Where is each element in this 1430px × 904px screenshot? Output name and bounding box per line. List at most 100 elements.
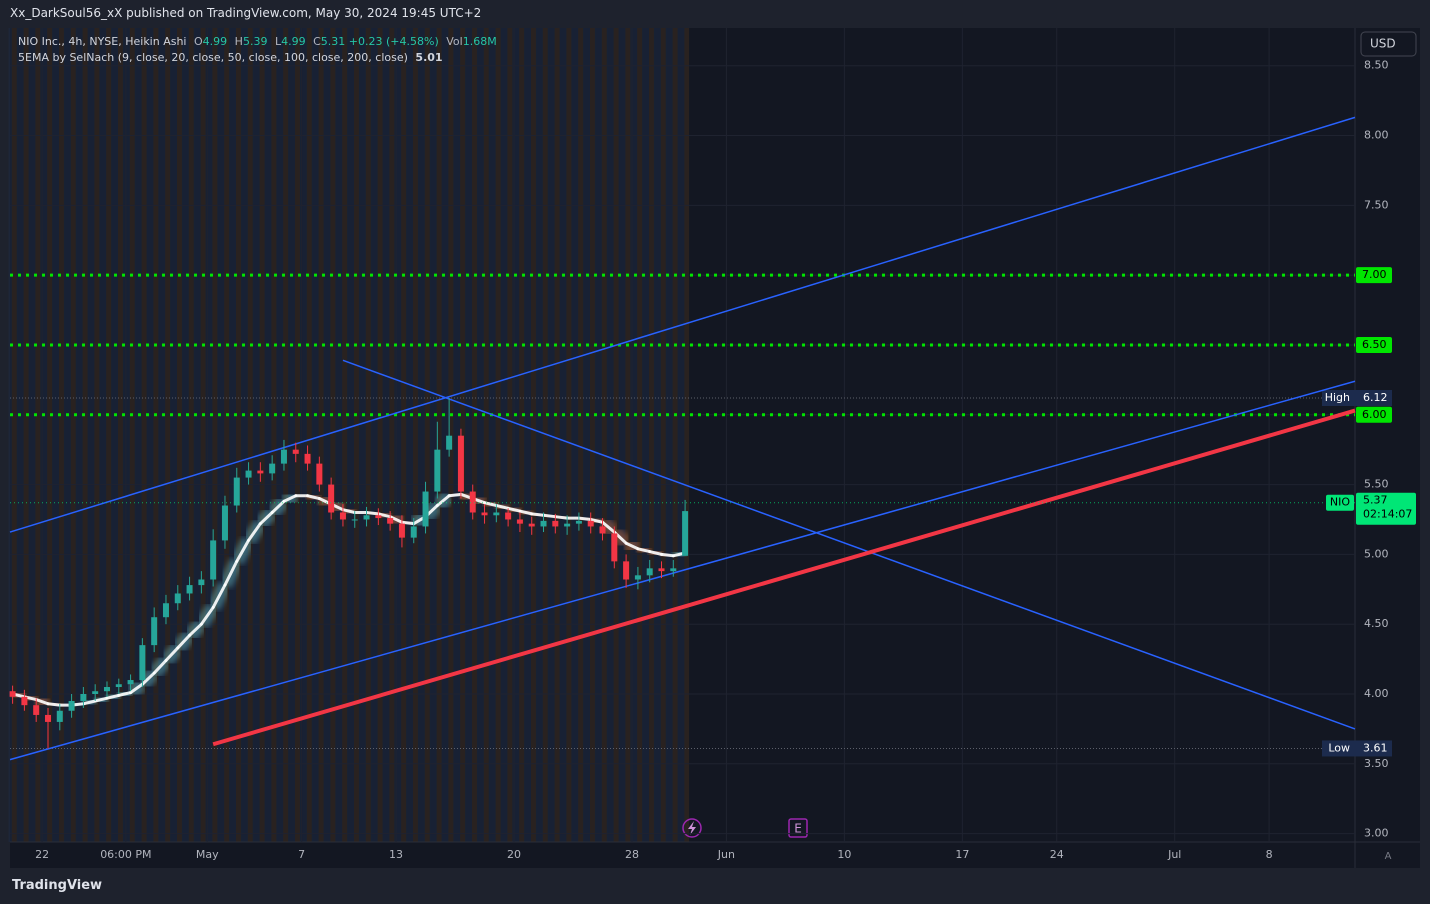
symbol: NIO Inc., 4h, NYSE, Heikin Ashi bbox=[18, 35, 187, 48]
ema-segment bbox=[589, 517, 605, 524]
legend-row: NIO Inc., 4h, NYSE, Heikin Ashi O4.99 H5… bbox=[18, 34, 497, 50]
dividend-icon[interactable] bbox=[682, 818, 702, 838]
ema-segment bbox=[258, 510, 274, 526]
auto-scale[interactable]: A bbox=[1385, 851, 1392, 862]
ema-segment bbox=[235, 538, 251, 563]
footer-logo: TradingView bbox=[12, 878, 103, 893]
l-value: 4.99 bbox=[281, 35, 306, 48]
extreme-value: 6.12 bbox=[1363, 391, 1388, 404]
candle-body bbox=[387, 518, 394, 524]
candle-body bbox=[292, 449, 299, 454]
extreme-tag bbox=[1322, 740, 1392, 757]
change: +0.23 (+4.58%) bbox=[348, 35, 439, 48]
y-tick-label: 7.50 bbox=[1364, 198, 1389, 211]
ema-segment bbox=[105, 693, 121, 700]
c-label: C bbox=[313, 35, 321, 48]
candle-body bbox=[363, 515, 370, 520]
x-tick-label: 10 bbox=[837, 848, 851, 861]
session-shading bbox=[8, 28, 690, 842]
trendline bbox=[9, 116, 1356, 533]
lightning bbox=[688, 821, 696, 835]
extreme-value: 3.61 bbox=[1363, 741, 1388, 754]
candle-body bbox=[587, 520, 594, 527]
candle-body bbox=[481, 512, 488, 516]
countdown: 02:14:07 bbox=[1363, 508, 1412, 521]
candle-body bbox=[434, 449, 441, 492]
extreme-name: High bbox=[1325, 391, 1350, 404]
indicator-value: 5.01 bbox=[415, 51, 443, 64]
level-label: 7.00 bbox=[1362, 268, 1387, 281]
ema-segment bbox=[365, 510, 380, 516]
currency-button[interactable] bbox=[1360, 31, 1417, 57]
y-tick-label: 5.50 bbox=[1364, 478, 1389, 491]
currency-label: USD bbox=[1370, 37, 1396, 51]
candle-body bbox=[233, 477, 240, 506]
x-tick-label: May bbox=[196, 848, 219, 861]
candle-body bbox=[210, 540, 217, 580]
ema-segment bbox=[518, 509, 534, 516]
extreme-tag bbox=[1322, 390, 1392, 406]
indicator: 5EMA by SelNach (9, close, 20, close, 50… bbox=[18, 51, 408, 64]
candle-body bbox=[269, 463, 276, 474]
candle-body bbox=[162, 603, 169, 618]
h-value: 5.39 bbox=[242, 35, 268, 48]
ema-segment bbox=[636, 547, 652, 554]
x-tick-label: 06:00 PM bbox=[100, 848, 151, 861]
candle-body bbox=[493, 512, 500, 516]
ema-segment bbox=[81, 699, 97, 706]
ema-segment bbox=[164, 646, 180, 662]
x-tick-label: 28 bbox=[625, 848, 639, 861]
ema-segment bbox=[223, 559, 239, 587]
ema-segment bbox=[659, 552, 675, 558]
candle-body bbox=[68, 700, 75, 711]
y-tick-label: 5.00 bbox=[1364, 547, 1389, 560]
candle-body bbox=[446, 435, 453, 450]
price-tag bbox=[1356, 492, 1416, 525]
y-tick-label: 4.00 bbox=[1364, 687, 1389, 700]
candle-body bbox=[198, 579, 205, 586]
ema-segment bbox=[376, 512, 392, 519]
ema-segment bbox=[648, 550, 663, 556]
candle-body bbox=[33, 705, 40, 715]
ema-segment bbox=[447, 492, 463, 498]
candle-body bbox=[351, 519, 358, 521]
x-tick-label: 7 bbox=[298, 848, 305, 861]
x-tick-label: 13 bbox=[389, 848, 403, 861]
candle-body bbox=[80, 694, 87, 701]
candle-body bbox=[658, 568, 665, 572]
ema-segment bbox=[601, 520, 616, 534]
candle-body bbox=[410, 526, 417, 538]
candle-body bbox=[103, 687, 110, 692]
ema-segment bbox=[306, 494, 321, 501]
candle-body bbox=[564, 523, 571, 527]
candle-body bbox=[139, 645, 146, 681]
candle-body bbox=[611, 533, 618, 562]
extreme-name: Low bbox=[1328, 741, 1350, 754]
candle-body bbox=[174, 593, 181, 604]
o-value: 4.99 bbox=[202, 35, 228, 48]
level-tag bbox=[1356, 336, 1392, 353]
ema-segment bbox=[553, 515, 569, 520]
x-tick-label: 20 bbox=[507, 848, 521, 861]
ema-segment bbox=[188, 622, 203, 637]
candle-body bbox=[92, 691, 99, 694]
candle-body bbox=[634, 575, 641, 580]
level-label: 6.50 bbox=[1362, 338, 1387, 351]
candle-body bbox=[221, 505, 228, 541]
ema-segment bbox=[93, 696, 109, 703]
x-tick-label: 17 bbox=[955, 848, 969, 861]
ema-segment bbox=[211, 583, 227, 609]
legend-row: 5EMA by SelNach (9, close, 20, close, 50… bbox=[18, 50, 497, 66]
ema-segment bbox=[577, 516, 593, 521]
candle-body bbox=[44, 714, 51, 722]
candle-body bbox=[682, 511, 689, 556]
ema-segment bbox=[176, 633, 192, 650]
vol-label: Vol bbox=[446, 35, 463, 48]
legend: NIO Inc., 4h, NYSE, Heikin Ashi O4.99 H5… bbox=[18, 34, 497, 66]
earnings-icon[interactable] bbox=[788, 818, 808, 838]
x-tick-label: Jun bbox=[717, 848, 735, 861]
ema-segment bbox=[435, 494, 451, 508]
ema-segment bbox=[270, 499, 286, 514]
y-tick-label: 3.00 bbox=[1364, 827, 1389, 840]
